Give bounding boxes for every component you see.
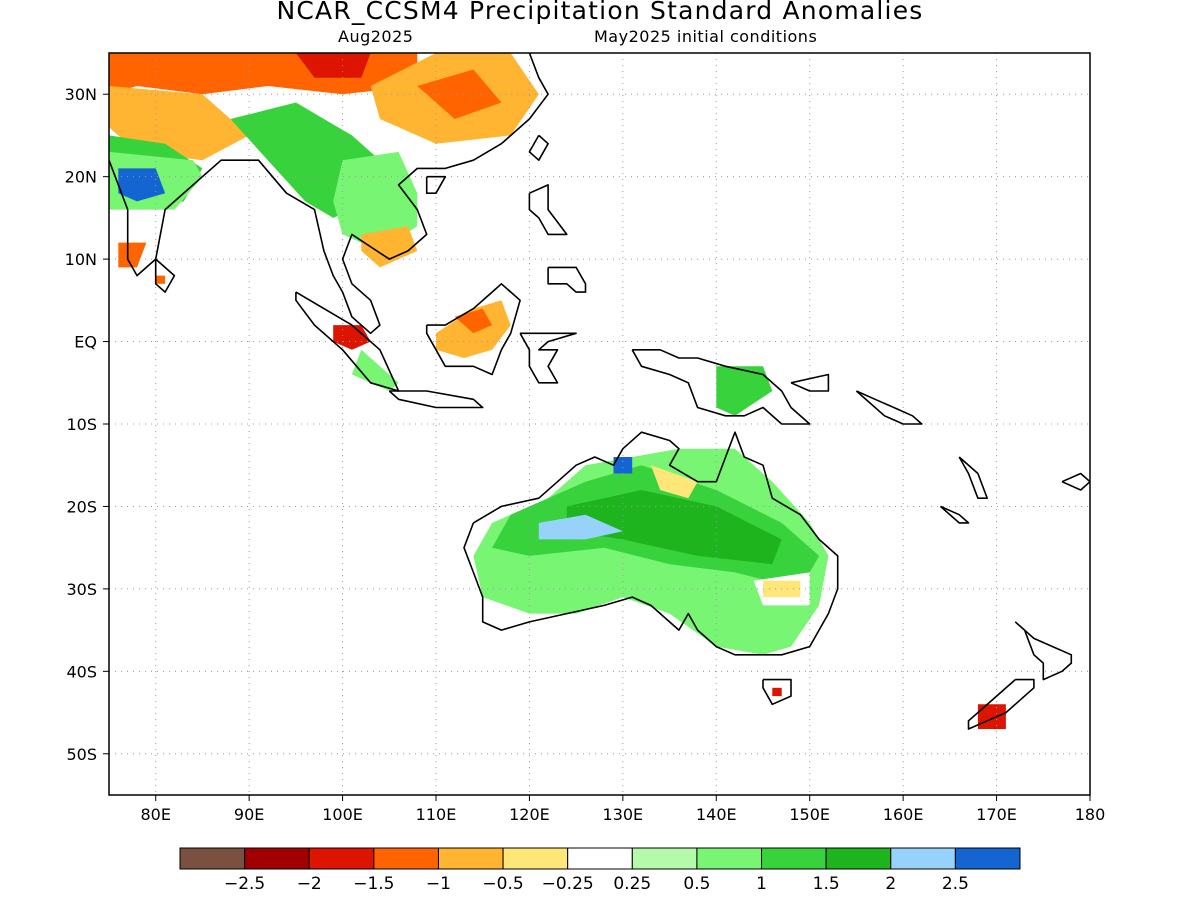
lon-tick-label: 100E xyxy=(322,805,363,824)
colorbar-label: −0.5 xyxy=(482,874,523,894)
coastline-australia xyxy=(463,431,839,656)
coastline-fiji xyxy=(1061,472,1090,491)
coastline-layer xyxy=(109,53,1090,730)
colorbar-label: −2 xyxy=(297,874,322,894)
axis-ticks: 30N 20N 10N EQ 10S 20S 30S 40S 50S 80E 90E 100E 110E… xyxy=(65,85,1106,824)
colorbar-label: 2 xyxy=(885,874,896,894)
coastline-new-guinea xyxy=(631,348,811,425)
anomaly-region-nz-dry xyxy=(977,704,1006,729)
coastline-luzon xyxy=(528,184,568,236)
colorbar-swatch xyxy=(890,847,956,870)
colorbar-swatch xyxy=(502,847,569,870)
coastline-tasmania xyxy=(762,678,792,706)
lon-tick-label: 170E xyxy=(976,805,1017,824)
anomaly-region-tibet-dry-core xyxy=(295,53,371,78)
lat-tick-label: EQ xyxy=(74,333,97,352)
map-frame xyxy=(108,52,1091,796)
coastline-vanuatu xyxy=(958,456,989,500)
anomaly-region-aus-core xyxy=(566,490,782,565)
colorbar-label: 1 xyxy=(756,874,767,894)
anomaly-region-aus-light-blue xyxy=(538,514,623,540)
lat-tick-label: 30N xyxy=(65,85,97,104)
colorbar-label: −1 xyxy=(426,874,451,894)
colorbar-label: 0.5 xyxy=(683,874,710,894)
colorbar-swatch xyxy=(631,847,698,870)
valid-month-label: Aug2025 xyxy=(338,27,414,46)
coastline-nz-south xyxy=(967,678,1035,730)
coastline-nz-north xyxy=(1014,621,1073,681)
coastline-sulawesi xyxy=(519,332,577,384)
anomaly-region-tasmania-dry xyxy=(772,687,782,697)
anomaly-region-aus-north-blue xyxy=(613,457,633,474)
colorbar-label: −1.5 xyxy=(353,874,394,894)
lon-tick-label: 110E xyxy=(416,805,457,824)
lat-tick-label: 10N xyxy=(65,250,97,269)
anomaly-region-new-guinea-wet xyxy=(716,366,773,416)
colorbar-swatch xyxy=(437,847,504,870)
colorbar-swatch xyxy=(244,847,310,870)
lon-tick-label: 150E xyxy=(789,805,830,824)
colorbar-swatch xyxy=(308,847,375,870)
coastline-solomon-islands xyxy=(855,390,923,425)
lon-tick-label: 130E xyxy=(603,805,644,824)
coastline-java xyxy=(388,390,484,409)
colorbar-swatch xyxy=(567,847,633,870)
lon-tick-label: 140E xyxy=(696,805,737,824)
colorbar-swatch xyxy=(761,847,827,870)
anomaly-region-india-very-wet xyxy=(118,168,166,202)
colorbar-swatch xyxy=(179,847,246,870)
lat-tick-label: 40S xyxy=(66,662,97,681)
anomaly-fill-layer xyxy=(109,53,1006,729)
graticule xyxy=(109,53,1090,795)
anomaly-region-aus-nw-dry xyxy=(650,465,698,499)
map-title: NCAR_CCSM4 Precipitation Standard Anomal… xyxy=(276,0,924,25)
colorbar-label: 2.5 xyxy=(942,874,969,894)
colorbar-swatch xyxy=(373,847,439,870)
coastline-sumatra xyxy=(295,291,400,392)
anomaly-region-sumatra-wet xyxy=(351,349,399,391)
anomaly-region-south-china-orange xyxy=(417,69,502,119)
coastline-sri-lanka xyxy=(154,258,176,293)
lon-tick-label: 80E xyxy=(140,805,170,824)
coastline-new-britain xyxy=(790,373,830,392)
coastline-new-caledonia xyxy=(939,505,970,524)
init-conditions-label: May2025 initial conditions xyxy=(594,27,818,46)
colorbar-label: −2.5 xyxy=(224,874,265,894)
anomaly-region-indochina xyxy=(333,151,418,251)
coastline-asia-mainland xyxy=(109,53,549,335)
lat-tick-label: 10S xyxy=(66,415,97,434)
anomaly-region-sumatra-dry xyxy=(333,325,371,350)
lat-tick-label: 50S xyxy=(66,745,97,764)
colorbar-swatch xyxy=(954,847,1021,870)
colorbar-label: −0.25 xyxy=(542,874,594,894)
lat-tick-label: 20S xyxy=(66,497,97,516)
coastline-mindanao xyxy=(547,266,587,293)
colorbar-label: 0.25 xyxy=(613,874,651,894)
colorbar-swatch xyxy=(825,847,892,870)
lon-tick-label: 90E xyxy=(234,805,264,824)
lon-tick-label: 180 xyxy=(1075,805,1106,824)
coastline-borneo xyxy=(425,282,521,376)
lat-tick-label: 20N xyxy=(65,168,97,187)
lon-tick-label: 160E xyxy=(883,805,924,824)
coastline-taiwan xyxy=(528,134,549,161)
color-legend: −2.5 −2 −1.5 −1 −0.5 −0.25 0.25 0.5 1 1.5 2 2.5 xyxy=(179,847,1021,894)
colorbar-swatch xyxy=(696,847,763,870)
anomaly-region-sri-lanka-dry xyxy=(155,275,166,284)
lon-tick-label: 120E xyxy=(509,805,550,824)
colorbar-label: 1.5 xyxy=(813,874,840,894)
anomaly-region-cambodia-dry xyxy=(361,226,418,268)
anomaly-region-south-india-dry xyxy=(118,242,147,268)
lat-tick-label: 30S xyxy=(66,580,97,599)
coastline-hainan xyxy=(425,175,447,194)
